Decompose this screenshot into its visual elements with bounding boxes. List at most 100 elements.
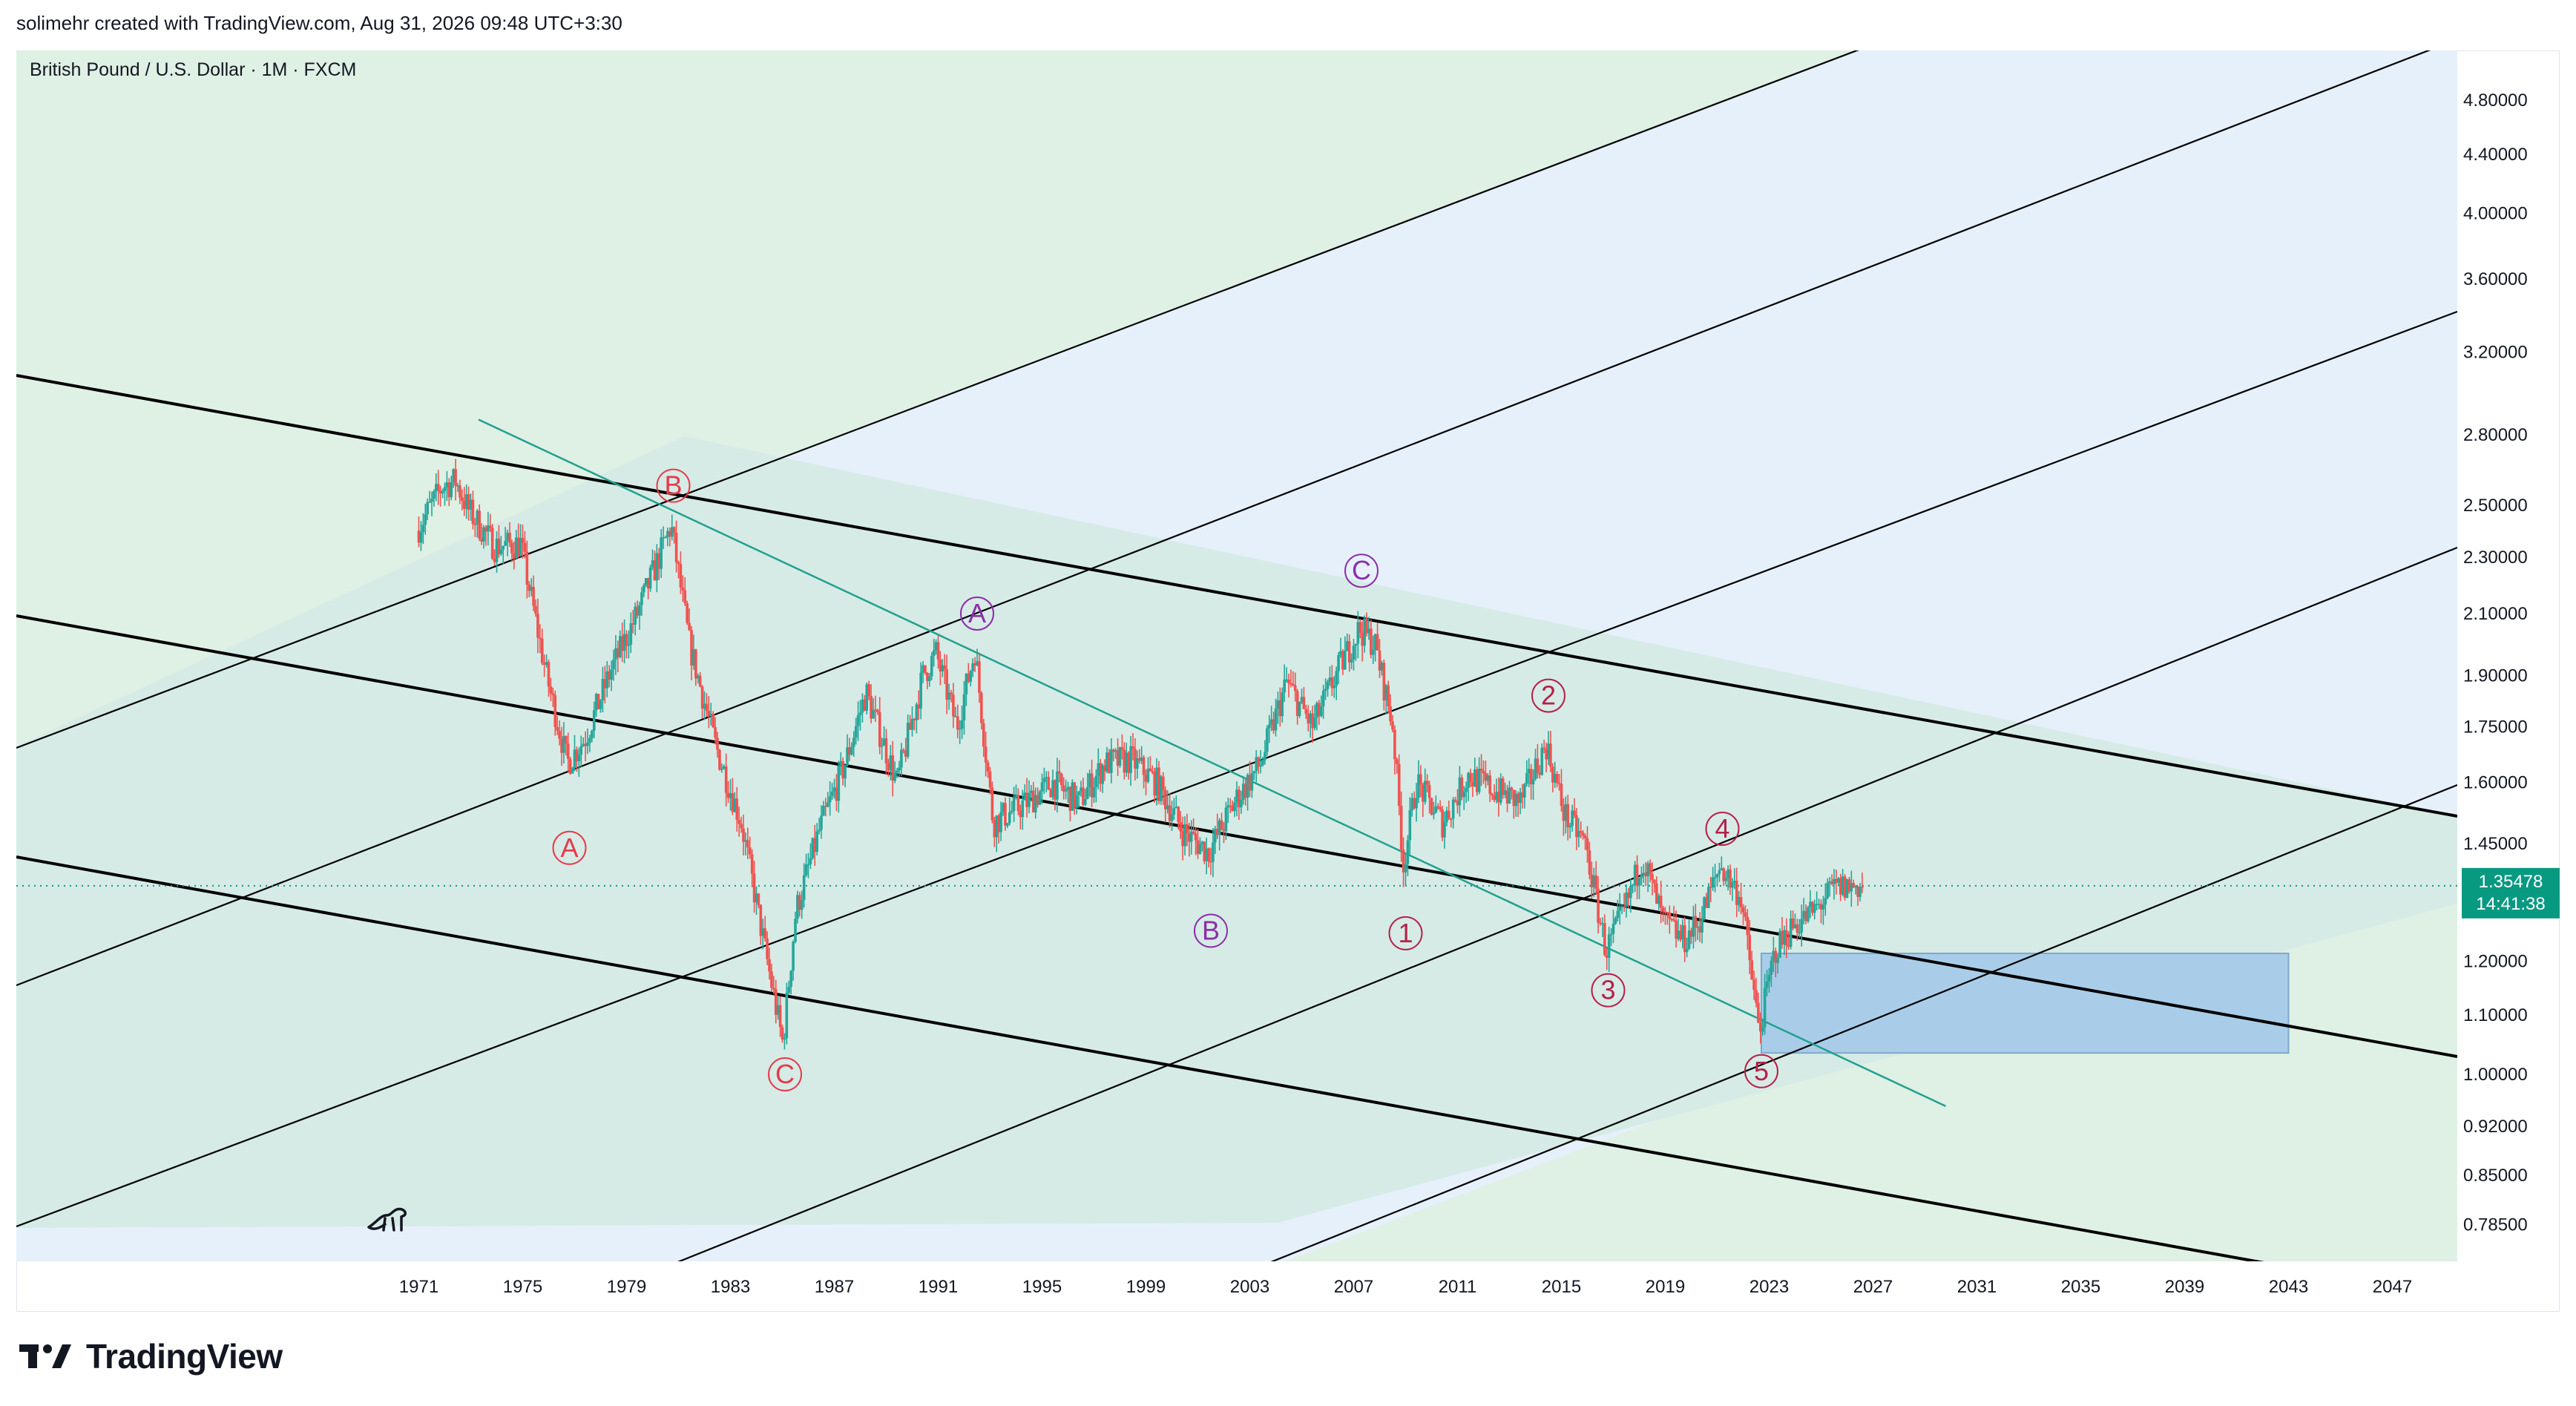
candle-body: [982, 723, 985, 747]
candle-body: [1393, 729, 1396, 760]
price-tick-label: 3.20000: [2463, 342, 2528, 362]
candle-body: [1581, 832, 1585, 836]
candle-body: [1501, 778, 1505, 795]
candle-body: [770, 971, 773, 988]
candle-body: [1250, 773, 1254, 791]
candle-body: [618, 636, 622, 657]
price-tick-label: 1.90000: [2463, 666, 2528, 686]
candle-body: [1016, 795, 1020, 811]
candle-body: [1123, 749, 1126, 773]
candle-body: [1785, 930, 1788, 946]
candle-body: [679, 564, 683, 588]
candle-body: [1731, 882, 1734, 888]
candle-body: [1049, 789, 1052, 798]
candle-body: [1116, 750, 1120, 766]
candle-body: [926, 673, 929, 681]
candle-body: [844, 765, 847, 779]
candle-body: [826, 802, 829, 807]
price-tick-label: 1.10000: [2463, 1005, 2528, 1025]
candle-body: [796, 895, 799, 919]
candle-body: [1761, 1027, 1764, 1032]
candle-body: [1655, 883, 1658, 904]
candle-body: [1833, 878, 1836, 884]
candle-body: [1427, 784, 1431, 798]
candle-body: [1021, 800, 1025, 818]
candle-body: [643, 585, 645, 593]
candle-body: [759, 904, 763, 936]
time-tick-label: 2031: [1957, 1277, 1997, 1297]
candle-body: [1709, 887, 1712, 888]
candle-body: [1276, 700, 1280, 709]
price-axis[interactable]: 4.80000 4.40000 4.00000 3.60000 3.20000 2.800…: [2463, 91, 2528, 1235]
candle-body: [740, 824, 743, 829]
candle-body: [1538, 772, 1542, 775]
candle-body: [735, 798, 739, 820]
candle-body: [1101, 765, 1104, 784]
candle-body: [571, 768, 574, 774]
candle-body: [967, 674, 970, 682]
tradingview-logo[interactable]: TradingView: [19, 1336, 283, 1377]
candle-body: [1473, 769, 1476, 786]
candle-body: [1724, 878, 1727, 881]
candle-body: [1434, 806, 1438, 813]
candle-body: [1307, 714, 1310, 724]
candle-body: [436, 484, 440, 491]
teal-trendline: [478, 418, 1947, 1108]
candle-body: [1105, 752, 1108, 772]
candle-body: [523, 542, 527, 552]
price-tick-label: 1.00000: [2463, 1065, 2528, 1085]
candle-body: [1597, 888, 1600, 923]
candle-body: [1347, 641, 1351, 663]
candle-body: [539, 637, 542, 639]
candle-body: [1663, 911, 1667, 913]
candle-body: [865, 684, 869, 711]
candle-body: [666, 530, 669, 537]
candle-body: [1246, 775, 1249, 798]
wave-label-maroon-2: 2: [1531, 678, 1565, 713]
candle-body: [709, 714, 713, 717]
candle-body: [1683, 924, 1686, 953]
candle-body: [1545, 749, 1548, 760]
candle-body: [1361, 632, 1364, 646]
channel-lines: [16, 50, 2457, 1261]
candle-body: [1590, 874, 1594, 887]
candle-body: [1653, 879, 1656, 884]
candle-body: [1493, 795, 1496, 801]
candle-body: [1640, 875, 1643, 878]
candle-body: [1103, 765, 1106, 772]
candle-body: [1469, 772, 1472, 783]
candle-body: [1603, 923, 1606, 956]
chart-canvas[interactable]: A B C A B C 1 2 3 4 5 4.80000 4.40000 4.00000 3.60000…: [16, 50, 2560, 1312]
candle-body: [958, 729, 962, 730]
candle-body: [919, 672, 922, 709]
candle-body: [1633, 864, 1637, 885]
candle-body: [551, 693, 555, 695]
candle-body: [1215, 829, 1219, 835]
candle-body: [781, 1027, 784, 1040]
candle-body: [1235, 789, 1238, 803]
candle-body: [794, 919, 797, 942]
candle-body: [644, 578, 648, 585]
time-axis[interactable]: 1971 1975 1979 1983 1987 1991 1995 1999 2003 2007…: [399, 1277, 2412, 1297]
candle-body: [1781, 930, 1784, 945]
candle-body: [889, 755, 893, 771]
candle-body: [1252, 771, 1256, 774]
candle-body: [1646, 863, 1649, 877]
candle-body: [1566, 804, 1570, 828]
candle-body: [766, 938, 769, 959]
candle-body: [1462, 792, 1466, 798]
candle-body: [1497, 792, 1500, 803]
candle-body: [1564, 804, 1568, 821]
candle-body: [1739, 896, 1743, 907]
candle-body: [1261, 760, 1264, 766]
wave-label-purple-A: A: [960, 596, 994, 631]
candle-body: [1183, 824, 1186, 847]
candle-body: [1666, 912, 1669, 913]
time-tick-label: 1987: [815, 1277, 854, 1297]
candle-body: [1517, 793, 1519, 804]
candle-body: [1791, 918, 1795, 929]
candle-body: [837, 765, 841, 801]
candle-body: [1856, 886, 1859, 897]
candle-body: [1295, 691, 1299, 716]
candle-body: [1218, 820, 1221, 835]
